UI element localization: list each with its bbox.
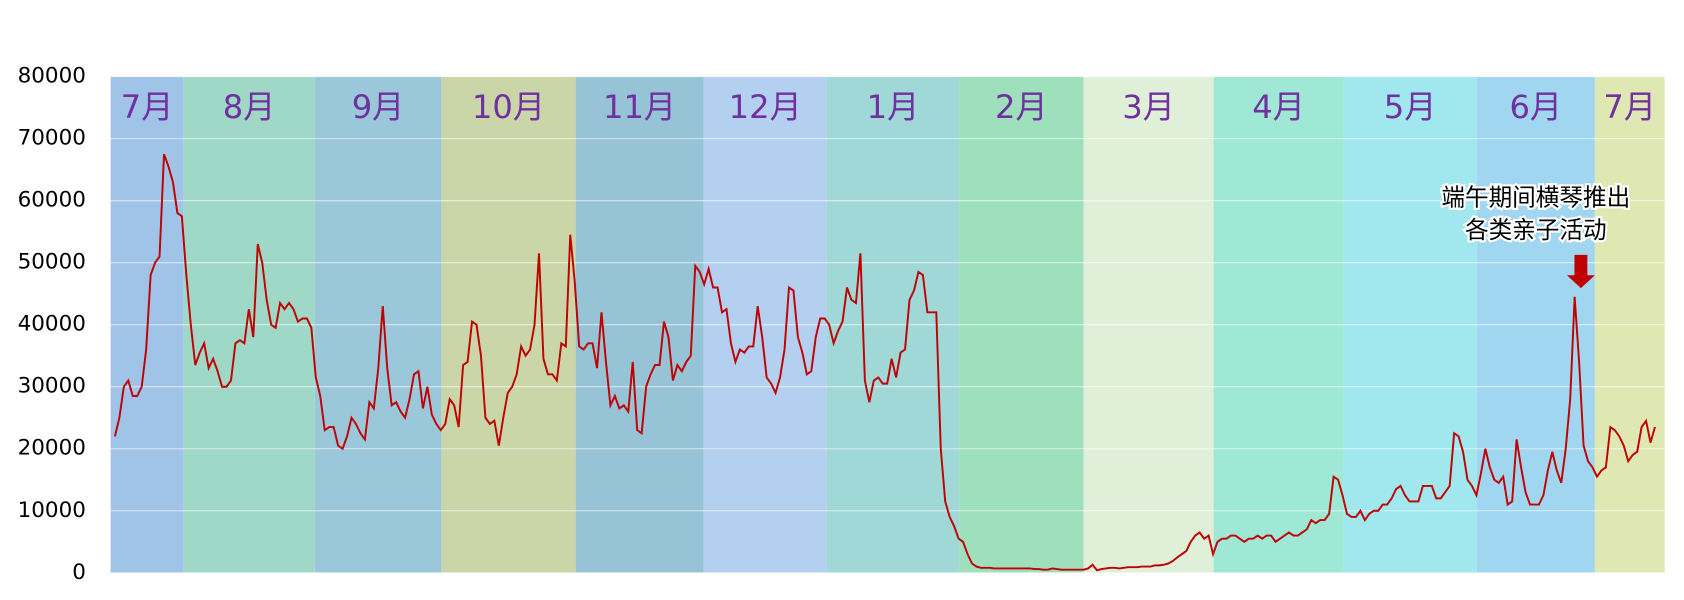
y-tick-label: 70000 [18, 126, 86, 151]
y-tick-label: 60000 [18, 188, 86, 213]
month-label: 10月 [472, 88, 545, 126]
y-tick-label: 10000 [18, 498, 86, 523]
month-label: 11月 [603, 88, 676, 126]
month-label: 12月 [729, 88, 802, 126]
y-tick-label: 40000 [18, 312, 86, 337]
month-label: 3月 [1122, 88, 1175, 126]
y-tick-label: 50000 [18, 250, 86, 275]
data-line [113, 153, 1656, 572]
y-tick-label: 80000 [18, 64, 86, 89]
month-label: 7月 [1603, 88, 1656, 126]
month-label: 6月 [1509, 88, 1562, 126]
month-label: 2月 [995, 88, 1048, 126]
y-tick-label: 20000 [18, 436, 86, 461]
month-label: 7月 [121, 88, 174, 126]
annotation-text: 端午期间横琴推出 [1441, 184, 1630, 212]
month-label: 4月 [1252, 88, 1305, 126]
month-label: 9月 [352, 88, 405, 126]
month-label: 5月 [1384, 88, 1437, 126]
annotation-text: 各类亲子活动 [1465, 216, 1607, 244]
annotation-arrow [1566, 254, 1595, 289]
y-tick-label: 30000 [18, 374, 86, 399]
month-label: 8月 [223, 88, 276, 126]
month-label: 1月 [867, 88, 920, 126]
y-tick-label: 0 [72, 560, 86, 585]
